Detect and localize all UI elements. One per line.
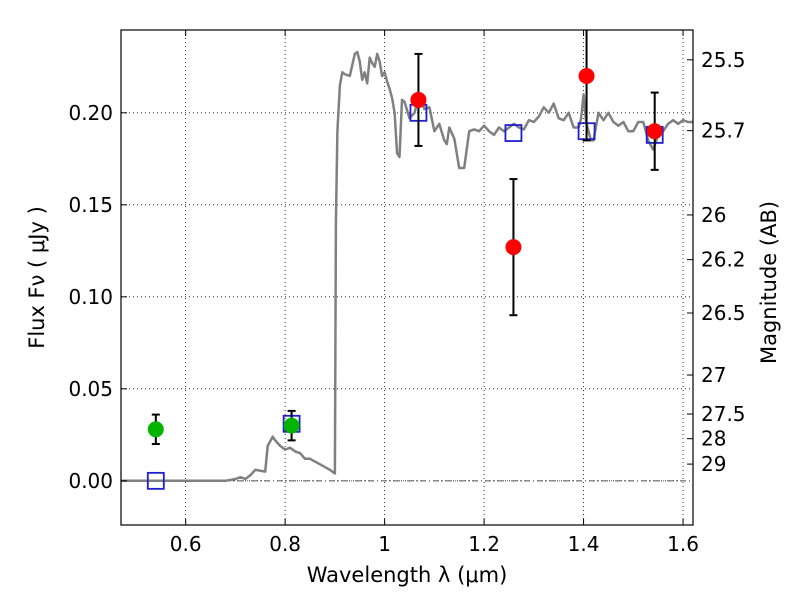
- observed-point: [505, 239, 522, 256]
- ticks: 0.6 0.8 1 1.2 1.4 1.6 0.00 0.05 0.10 0.15 0.20 25.5…: [68, 30, 746, 556]
- observed-point: [410, 91, 427, 108]
- x-tick-label: 1.4: [568, 532, 600, 556]
- y-tick-label: 0.20: [68, 101, 113, 125]
- y-tick-label: 0.10: [68, 285, 113, 309]
- model-photometry-point: [504, 124, 523, 142]
- x-tick-label: 1.2: [468, 532, 500, 556]
- y-tick-label: 0.05: [68, 377, 113, 401]
- observed-point: [578, 68, 595, 85]
- x-axis-label: Wavelength λ (μm): [307, 563, 508, 587]
- mag-tick-label: 29: [701, 452, 726, 476]
- mag-tick-label: 26.2: [701, 248, 746, 272]
- x-tick-label: 0.8: [269, 532, 301, 556]
- model-photometry-point: [146, 471, 165, 490]
- mag-tick-label: 26.5: [701, 301, 746, 325]
- mag-tick-label: 27: [701, 363, 726, 387]
- observed-point: [147, 421, 164, 438]
- data-layer: [121, 30, 693, 490]
- plot-frame: [120, 29, 694, 526]
- mag-tick-label: 26: [701, 203, 726, 227]
- plot-area: [121, 30, 693, 525]
- spectrum-line: [121, 50, 693, 483]
- y-tick-label: 0.15: [68, 193, 113, 217]
- observed-point: [283, 417, 300, 434]
- x-tick-label: 0.6: [170, 532, 202, 556]
- mag-tick-label: 27.5: [701, 402, 746, 426]
- mag-tick-label: 25.5: [701, 48, 746, 72]
- y-axis-label: Flux Fν ( μJy ): [25, 206, 49, 349]
- right-axis-label: Magnitude (AB): [757, 201, 781, 364]
- y-tick-label: 0.00: [68, 469, 113, 493]
- x-tick-label: 1.6: [667, 532, 699, 556]
- mag-tick-label: 28: [701, 427, 726, 451]
- x-tick-label: 1: [378, 532, 391, 556]
- mag-tick-label: 25.7: [701, 119, 746, 143]
- observed-point: [646, 123, 663, 140]
